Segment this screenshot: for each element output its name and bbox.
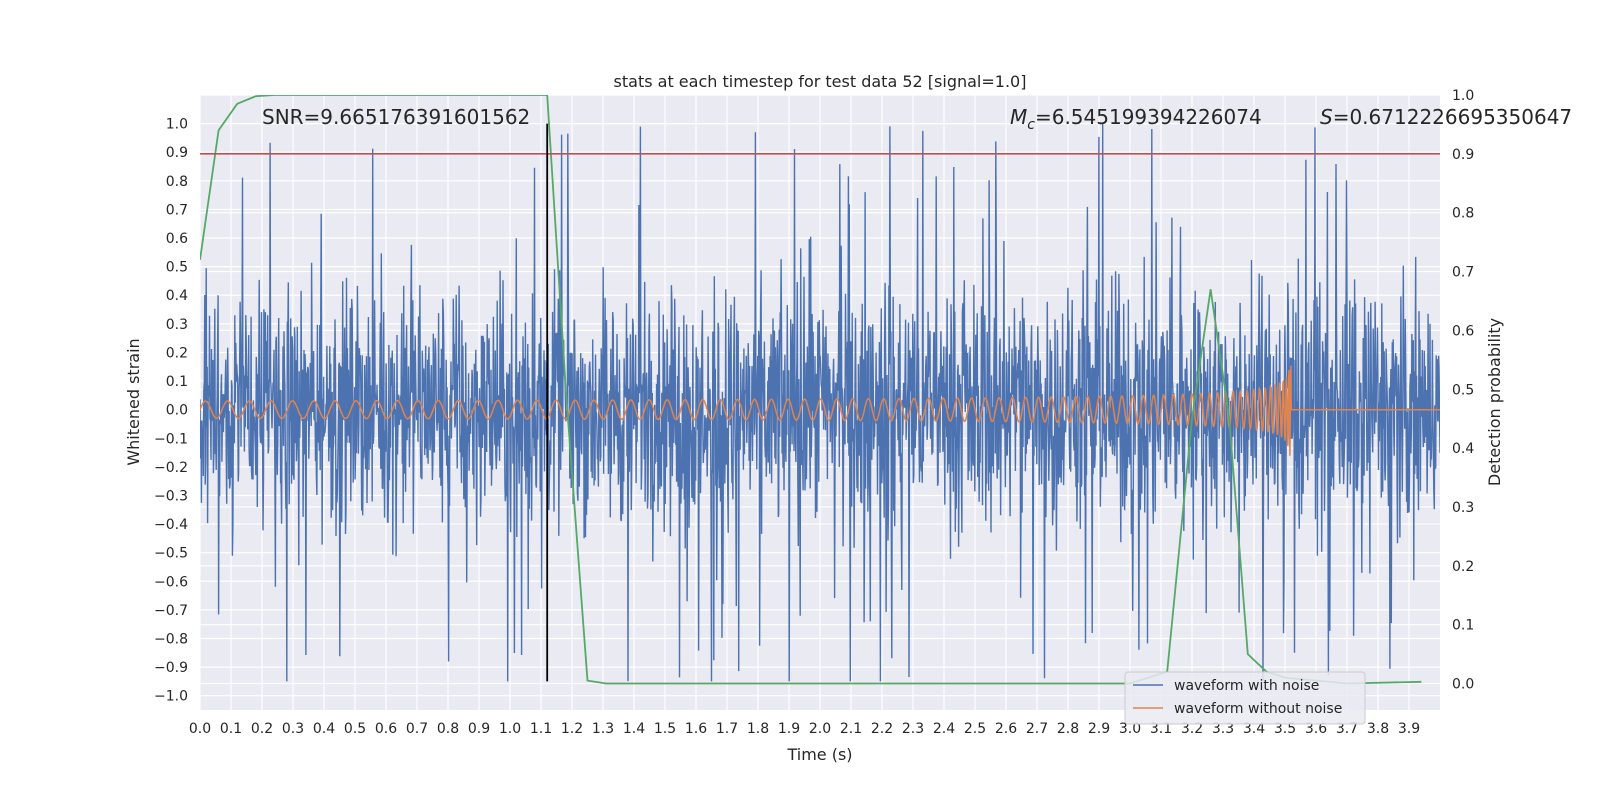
s-symbol: S	[1320, 105, 1333, 129]
x-tick-label: 0.2	[251, 721, 273, 737]
x-tick-label: 0.8	[437, 721, 459, 737]
x-tick-label: 1.5	[654, 721, 676, 737]
x-tick-label: 2.0	[809, 721, 831, 737]
y2-tick-label: 0.8	[1452, 206, 1474, 222]
x-tick-label: 1.2	[561, 721, 583, 737]
x-tick-label: 0.5	[344, 721, 366, 737]
x-tick-label: 0.6	[375, 721, 397, 737]
y-tick-label: 0.1	[166, 374, 188, 390]
x-tick-label: 2.6	[995, 721, 1017, 737]
y-tick-label: 0.2	[166, 345, 188, 361]
legend: waveform with noise waveform without noi…	[1124, 671, 1366, 725]
y2-axis-label: Detection probability	[1485, 318, 1504, 486]
y2-tick-label: 0.1	[1452, 618, 1474, 634]
y-tick-label: −0.6	[154, 574, 188, 590]
x-tick-label: 0.9	[468, 721, 490, 737]
x-tick-label: 3.9	[1398, 721, 1420, 737]
y-tick-label: 0.6	[166, 231, 188, 247]
y-tick-label: 1.0	[166, 117, 188, 133]
y-tick-label: −0.9	[154, 660, 188, 676]
chart-title: stats at each timestep for test data 52 …	[614, 72, 1027, 91]
x-tick-label: 0.1	[220, 721, 242, 737]
y-tick-label: −0.8	[154, 631, 188, 647]
probability-line	[200, 95, 1422, 685]
y-tick-label: 0.3	[166, 317, 188, 333]
x-tick-label: 3.1	[1150, 721, 1172, 737]
x-tick-label: 2.4	[933, 721, 955, 737]
x-tick-label: 3.5	[1274, 721, 1296, 737]
y2-tick-label: 0.6	[1452, 323, 1474, 339]
x-tick-label: 1.6	[685, 721, 707, 737]
legend-box	[1124, 671, 1366, 725]
y-tick-label: −0.1	[154, 431, 188, 447]
x-tick-label: 1.1	[530, 721, 552, 737]
y-tick-label: 0.4	[166, 288, 188, 304]
s-value: =0.6712226695350647	[1333, 105, 1572, 129]
x-tick-label: 2.5	[964, 721, 986, 737]
x-tick-label: 1.7	[716, 721, 738, 737]
y2-tick-label: 0.3	[1452, 500, 1474, 516]
y-tick-label: 0.7	[166, 202, 188, 218]
y-tick-label: −0.4	[154, 517, 188, 533]
snr-annotation: SNR=9.665176391601562	[262, 105, 530, 129]
legend-label-waveform-with-noise: waveform with noise	[1174, 678, 1319, 694]
legend-label-waveform-without-noise: waveform without noise	[1174, 701, 1342, 717]
x-tick-label: 2.2	[871, 721, 893, 737]
y2-tick-label: 0.0	[1452, 677, 1474, 693]
x-tick-label: 0.4	[313, 721, 335, 737]
mc-subscript: c	[1027, 117, 1035, 133]
y-tick-label: 0.0	[166, 403, 188, 419]
y2-tick-label: 1.0	[1452, 88, 1474, 104]
y-tick-label: 0.5	[166, 260, 188, 276]
y2-axis-ticks: 1.0 0.9 0.8 0.7 0.6 0.5 0.4 0.3 0.2 0.1 0.0	[1452, 88, 1474, 693]
y-tick-label: −0.7	[154, 603, 188, 619]
s-annotation: S=0.6712226695350647	[1320, 105, 1572, 129]
x-tick-label: 1.8	[747, 721, 769, 737]
y2-tick-label: 0.4	[1452, 441, 1474, 457]
x-tick-label: 0.0	[189, 721, 211, 737]
x-axis-label: Time (s)	[786, 745, 852, 764]
y-tick-label: 0.8	[166, 174, 188, 190]
series-waveform-with-noise	[200, 124, 1440, 682]
x-tick-label: 3.7	[1336, 721, 1358, 737]
mc-annotation: Mc=6.545199394226074	[1010, 105, 1262, 133]
x-tick-label: 1.9	[778, 721, 800, 737]
y2-tick-label: 0.7	[1452, 265, 1474, 281]
x-tick-label: 3.8	[1367, 721, 1389, 737]
x-tick-label: 3.3	[1212, 721, 1234, 737]
x-tick-label: 0.3	[282, 721, 304, 737]
y2-tick-label: 0.5	[1452, 382, 1474, 398]
x-tick-label: 0.7	[406, 721, 428, 737]
y2-tick-label: 0.9	[1452, 147, 1474, 163]
y-tick-label: −0.5	[154, 546, 188, 562]
mc-symbol: M	[1010, 105, 1027, 129]
noise-trace	[200, 124, 1440, 682]
series-waveform-without-noise	[200, 365, 1440, 456]
x-tick-label: 3.0	[1119, 721, 1141, 737]
x-tick-label: 2.9	[1088, 721, 1110, 737]
reference-lines	[200, 123, 1440, 682]
x-tick-label: 2.1	[840, 721, 862, 737]
y-axis-label: Whitened strain	[124, 338, 143, 465]
x-tick-label: 3.2	[1181, 721, 1203, 737]
y-tick-label: −0.2	[154, 460, 188, 476]
x-tick-label: 2.8	[1057, 721, 1079, 737]
y-tick-label: 0.9	[166, 145, 188, 161]
mc-value: =6.545199394226074	[1035, 105, 1262, 129]
x-tick-label: 2.3	[902, 721, 924, 737]
x-tick-label: 3.6	[1305, 721, 1327, 737]
y-axis-ticks: 1.0 0.9 0.8 0.7 0.6 0.5 0.4 0.3 0.2 0.1 0.0 −0.1 −0.…	[154, 117, 188, 705]
y2-tick-label: 0.2	[1452, 559, 1474, 575]
chirp-trace	[200, 365, 1440, 456]
y-tick-label: −0.3	[154, 488, 188, 504]
x-tick-label: 2.7	[1026, 721, 1048, 737]
x-tick-label: 3.4	[1243, 721, 1265, 737]
x-tick-label: 1.0	[499, 721, 521, 737]
y-tick-label: −1.0	[154, 689, 188, 705]
x-tick-label: 1.3	[592, 721, 614, 737]
x-tick-label: 1.4	[623, 721, 645, 737]
x-axis-ticks: 0.0 0.1 0.2 0.3 0.4 0.5 0.6 0.7 0.8 0.9 1.0 1.1 1.2 1…	[189, 721, 1420, 737]
